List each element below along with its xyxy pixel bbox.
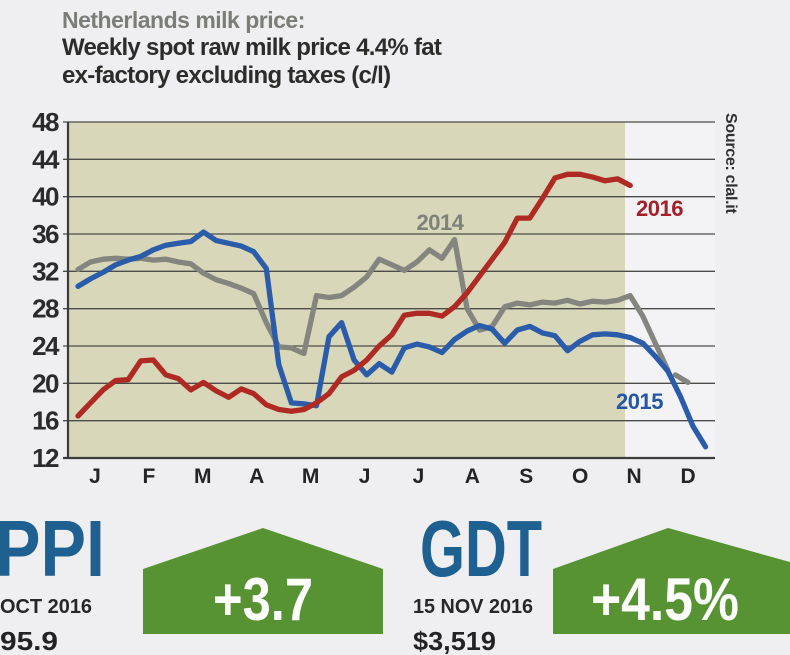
gdt-change-value: +4.5%	[591, 566, 739, 633]
month-label-7: A	[465, 465, 480, 488]
data-series	[75, 171, 709, 450]
month-label-0: J	[89, 465, 101, 488]
series-label-2016: 2016	[636, 196, 683, 221]
month-label-5: J	[359, 465, 371, 488]
gdt-date: 15 NOV 2016	[413, 596, 533, 618]
line-series-2014	[75, 236, 671, 373]
y-tick-label-24: 24	[32, 331, 60, 361]
y-tick-label-32: 32	[32, 256, 59, 286]
y-tick-label-16: 16	[32, 406, 59, 436]
ppi-date: OCT 2016	[0, 596, 92, 618]
y-tick-label-40: 40	[32, 182, 59, 212]
page-title: Netherlands milk price:	[62, 7, 305, 33]
unshaded-plot-background	[625, 122, 715, 458]
chart-subtitle-line1: Weekly spot raw milk price 4.4% fat	[62, 34, 442, 61]
indicator-panel: PPI OCT 2016 95.9 +3.7 GDT 15 NOV 2016 $…	[0, 504, 790, 655]
month-label-6: J	[413, 465, 425, 488]
line-series-2014-december-segment	[672, 372, 691, 386]
y-tick-label-36: 36	[32, 219, 59, 249]
month-label-9: O	[572, 465, 588, 488]
y-tick-label-48: 48	[32, 107, 59, 137]
y-tick-label-44: 44	[32, 144, 60, 174]
y-tick-label-28: 28	[32, 294, 59, 324]
y-axis-tick-labels: 48 44 40 36 32 28 24 20 16 12	[32, 107, 61, 473]
ppi-indicator: PPI OCT 2016 95.9 +3.7	[0, 504, 383, 655]
ppi-label: PPI	[0, 504, 105, 593]
line-series-2015	[75, 229, 709, 450]
month-label-3: A	[249, 465, 264, 488]
gridlines	[63, 121, 715, 422]
gdt-value: $3,519	[413, 626, 496, 655]
ppi-value: 95.9	[0, 626, 58, 655]
gdt-indicator: GDT 15 NOV 2016 $3,519 +4.5%	[413, 504, 790, 655]
chart-subtitle-line2: ex-factory excluding taxes (c/l)	[62, 62, 391, 89]
month-label-2: M	[194, 465, 212, 488]
y-tick-label-20: 20	[32, 368, 59, 398]
source-credit: Source: clal.it	[722, 113, 739, 214]
series-label-2015: 2015	[616, 389, 663, 414]
line-series-2016	[75, 171, 633, 419]
chart-title-block: Netherlands milk price: Weekly spot raw …	[62, 7, 442, 90]
y-tick-label-12: 12	[32, 443, 59, 473]
month-label-11: D	[680, 465, 695, 488]
month-label-4: M	[302, 465, 320, 488]
series-label-2014: 2014	[417, 210, 465, 235]
month-label-8: S	[519, 465, 533, 488]
gdt-label: GDT	[420, 504, 542, 593]
ppi-change-value: +3.7	[213, 566, 313, 633]
month-label-1: F	[142, 465, 155, 488]
ppi-change-arrow-up	[143, 528, 383, 634]
month-label-10: N	[627, 465, 642, 488]
gdt-change-arrow-up	[553, 528, 790, 634]
